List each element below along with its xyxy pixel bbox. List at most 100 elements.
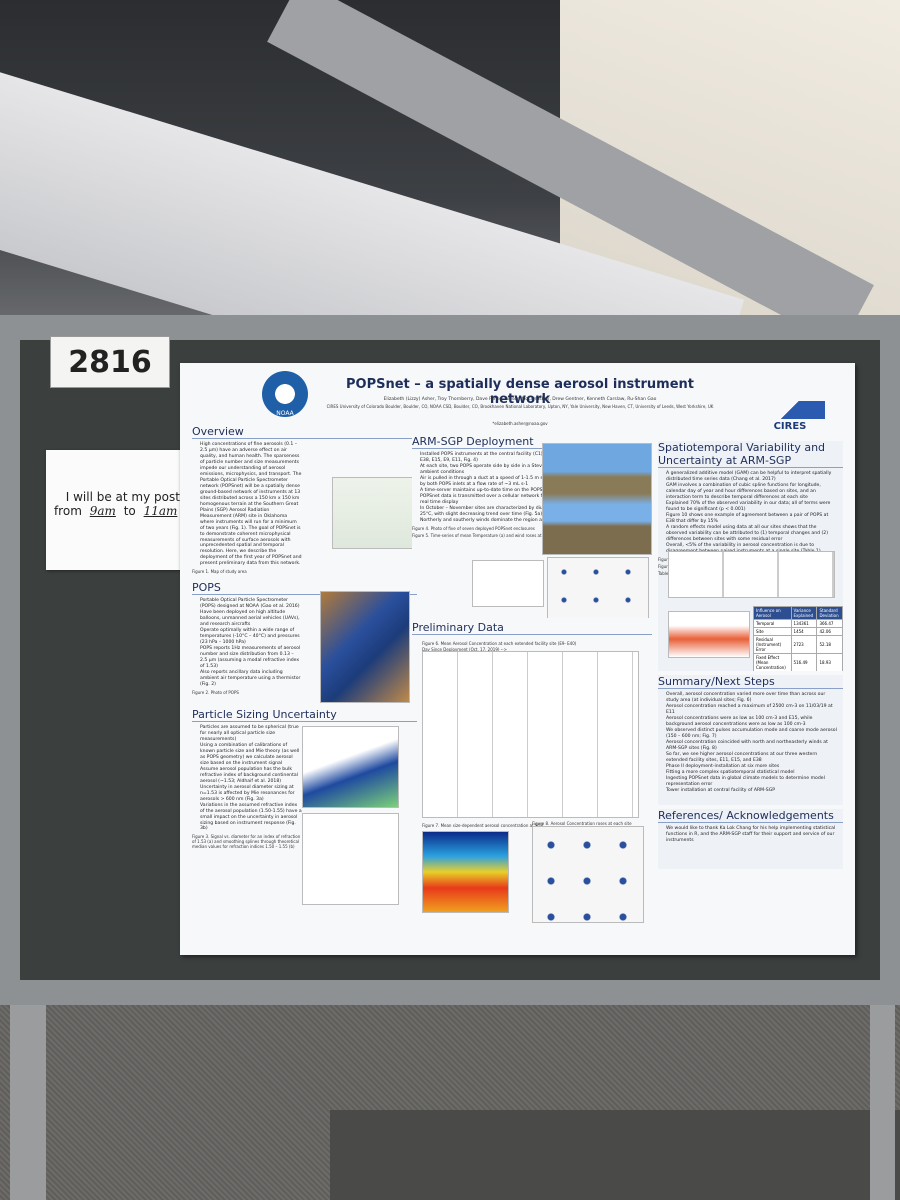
bullet-list: Particles are assumed to be spherical (t… [192,725,302,832]
figure [422,651,639,818]
bullet: Portable Optical Particle Spectrometer (… [200,598,302,610]
table-cell: 18.93 [816,653,843,671]
bullet: Aerosol concentrations were as low as 10… [666,716,837,728]
affiliations: CIRES University of Colorado Boulder, Bo… [326,404,714,409]
table-cell: 134361 [790,619,818,628]
bullet: A generalized additive model (GAM) can b… [666,471,837,483]
table-row: Residual (Instrument) Error 2723 52.18 [753,635,843,654]
table-cell: 52.18 [816,635,843,654]
figure-caption: Figure 7. Mean size-dependent aerosol co… [422,823,543,828]
poster-section: Summary/Next Steps Overall, aerosol conce… [658,675,843,805]
bullet-list: We would like to thank Ka Lok Chang for … [658,826,837,844]
section-heading: Summary/Next Steps [658,675,843,689]
logo: NOAA [262,371,308,417]
section-body: We would like to thank Ka Lok Chang for … [658,826,837,844]
bullet-list: Overall, aerosol concentration varied mo… [658,692,837,793]
table-cell: 516.49 [790,653,818,671]
figure [668,611,750,658]
bullet: Have been deployed on high altitude ball… [200,610,302,628]
section-body: High concentrations of fine aerosols (0.… [192,442,302,574]
figure-caption: Figure 5. Time-series of mean Temperatur… [412,532,603,538]
section-heading: Preliminary Data [412,621,652,635]
figure [302,813,399,905]
bullet: Assume aerosol population has the bulk r… [200,767,302,785]
section-heading: Spatiotemporal Variability and Uncertain… [658,441,843,468]
poster-section: ARM-SGP Deployment Installed POPS instrum… [412,435,652,618]
bullet: Air is pulled in through a duct at a spe… [420,476,646,488]
logo: CIRES [755,401,825,437]
bullet: Aerosol concentration reached a maximum … [666,704,837,716]
poster-section: Spatiotemporal Variability and Uncertain… [658,441,843,671]
bullet: Using a combination of calibrations of k… [200,743,302,767]
figure-caption: Figure 3. Signal vs. diameter for an ind… [192,834,301,850]
bullet: Ingesting POPSnet data in global climate… [666,776,837,788]
section-body: Portable Optical Particle Spectrometer (… [192,598,302,695]
section-heading: Particle Sizing Uncertainty [192,708,417,722]
bullet: GAM involves a combination of cubic spli… [666,483,837,501]
figure [547,557,649,618]
bullet: Explained 70% of the observed variabilit… [666,501,837,513]
bullet-list: High concentrations of fine aerosols (0.… [192,442,302,567]
bullet: A random effects model using data at all… [666,525,837,543]
bullet: Uncertainty in aerosol diameter sizing a… [200,785,302,803]
bullet-list: Installed POPS instruments at the centra… [412,452,646,524]
bullet: Tower installation at central facility o… [666,788,837,794]
bullet: A time-server maintains up-to-date time … [420,488,646,494]
bullet: High concentrations of fine aerosols (0.… [200,442,302,567]
board-leg [10,1000,46,1200]
table-cell: Fixed Effect (Mean Concentration) [753,653,792,671]
figure [668,551,835,598]
figure-caption: Day Since Deployment (Oct. 17, 2019) --> [422,647,507,652]
note-text: I will be at my poster [65,490,193,504]
email: *elizabeth.asher@noaa.gov [492,421,548,426]
board-leg [870,990,895,1200]
bullet: Aerosol concentration coincided with nor… [666,740,837,752]
table-row: Site 1454 42.06 [753,627,843,636]
poster: NOAA POPSnet – a spatially dense aerosol… [180,363,855,955]
figure-caption: Figure 4. Photo of five of seven deploye… [412,525,535,531]
section-body: Particles are assumed to be spherical (t… [192,725,302,849]
figure-caption: Figure 1. Map of study area [192,569,247,575]
note-handwriting: 9am [89,504,116,518]
booth-number: 2816 [50,336,170,388]
figure [532,826,644,923]
table-cell: Residual (Instrument) Error [753,635,792,654]
table-cell: Standard Deviation [816,606,843,620]
bullet: Variations in the assumed refractive ind… [200,803,302,833]
figure [302,726,399,808]
poster-section: Particle Sizing Uncertainty Particles are… [192,708,417,943]
bullet: We observed distinct pulses accumulation… [666,728,837,740]
table-row: Influence on Aerosol Variance Explained St… [753,606,843,620]
table-cell: 42.06 [816,627,843,636]
figure-caption: Figure 8. Aerosol Concentration roses at… [532,821,632,826]
floor [330,1110,900,1200]
table-cell: Variance Explained [790,606,818,620]
table-cell: Temporal [753,619,792,628]
bullet: In October – November sites are characte… [420,506,646,518]
table-cell: 366.47 [816,619,843,628]
table-cell: Site [753,627,792,636]
figure [320,591,410,703]
bullet: Installed POPS instruments at the centra… [420,452,646,464]
poster-section: POPS Portable Optical Particle Spectromet… [192,581,417,706]
bullet: We would like to thank Ka Lok Chang for … [666,826,837,844]
bullet: POPS reports 1Hz measurements of aerosol… [200,646,302,670]
bullet-list: Portable Optical Particle Spectrometer (… [192,598,302,688]
section-body: Overall, aerosol concentration varied mo… [658,692,837,793]
bullet: Operate optimally within a wide range of… [200,628,302,646]
poster-section: Preliminary Data Figure 6. Mean Aerosol C… [412,621,652,941]
figure [332,477,412,549]
authors: Elizabeth (Lizzy) Asher, Troy Thornberry… [383,397,657,402]
note-text: from [53,504,82,518]
logo-text: CIRES [773,421,807,432]
section-body: Installed POPS instruments at the centra… [412,452,646,538]
section-heading: Overview [192,425,412,439]
section-heading: ARM-SGP Deployment [412,435,652,449]
table-cell: 1454 [790,627,818,636]
table-cell: Influence on Aerosol [753,606,792,620]
bullet: POPSnet data is transmitted over a cellu… [420,494,646,506]
table-row: Temporal 134361 366.47 [753,619,843,628]
poster-section: References/ Acknowledgements We would lik… [658,809,843,869]
bullet-list: A generalized additive model (GAM) can b… [658,471,837,555]
section-heading: POPS [192,581,417,595]
